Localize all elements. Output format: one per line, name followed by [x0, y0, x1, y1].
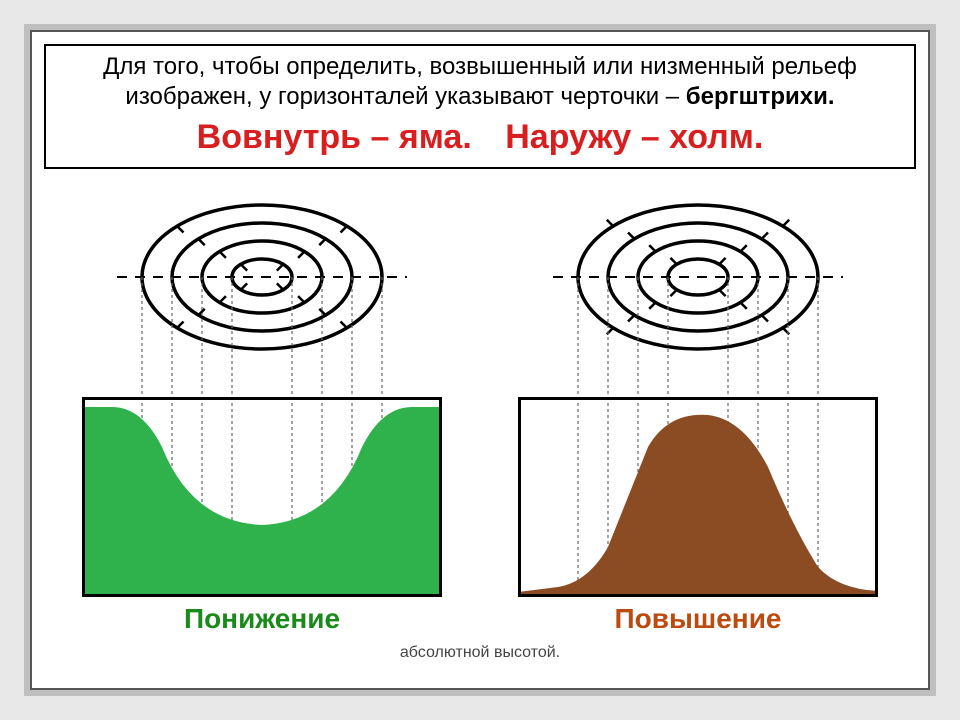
header-red: Вовнутрь – яма. Наружу – холм.	[56, 116, 904, 159]
caption-hill: Повышение	[498, 603, 898, 635]
panel-depression: Понижение	[62, 177, 462, 635]
header-intro: Для того, чтобы определить, возвышенный …	[56, 52, 904, 112]
red-right: Наружу – холм.	[505, 118, 763, 156]
profile-box-depression	[82, 397, 442, 597]
header-box: Для того, чтобы определить, возвышенный …	[44, 44, 916, 169]
profile-box-hill	[518, 397, 878, 597]
contours-depression	[72, 177, 452, 397]
caption-depression: Понижение	[62, 603, 462, 635]
panel-hill: Повышение	[498, 177, 898, 635]
slide: Для того, чтобы определить, возвышенный …	[30, 30, 930, 690]
profile-hill-svg	[518, 397, 878, 597]
intro-line1: Для того, чтобы определить, возвышенный …	[103, 53, 857, 80]
contours-hill	[508, 177, 888, 397]
profile-depression-svg	[82, 397, 442, 597]
panels: Понижение Повышение	[44, 177, 916, 635]
red-left: Вовнутрь – яма.	[197, 118, 472, 156]
footer-fragment: абсолютной высотой.	[400, 644, 560, 662]
depression-fill	[82, 407, 442, 597]
intro-line2: изображен, у горизонталей указывают черт…	[125, 83, 685, 110]
hill-fill	[518, 414, 878, 596]
intro-bold: бергштрихи.	[686, 83, 835, 110]
